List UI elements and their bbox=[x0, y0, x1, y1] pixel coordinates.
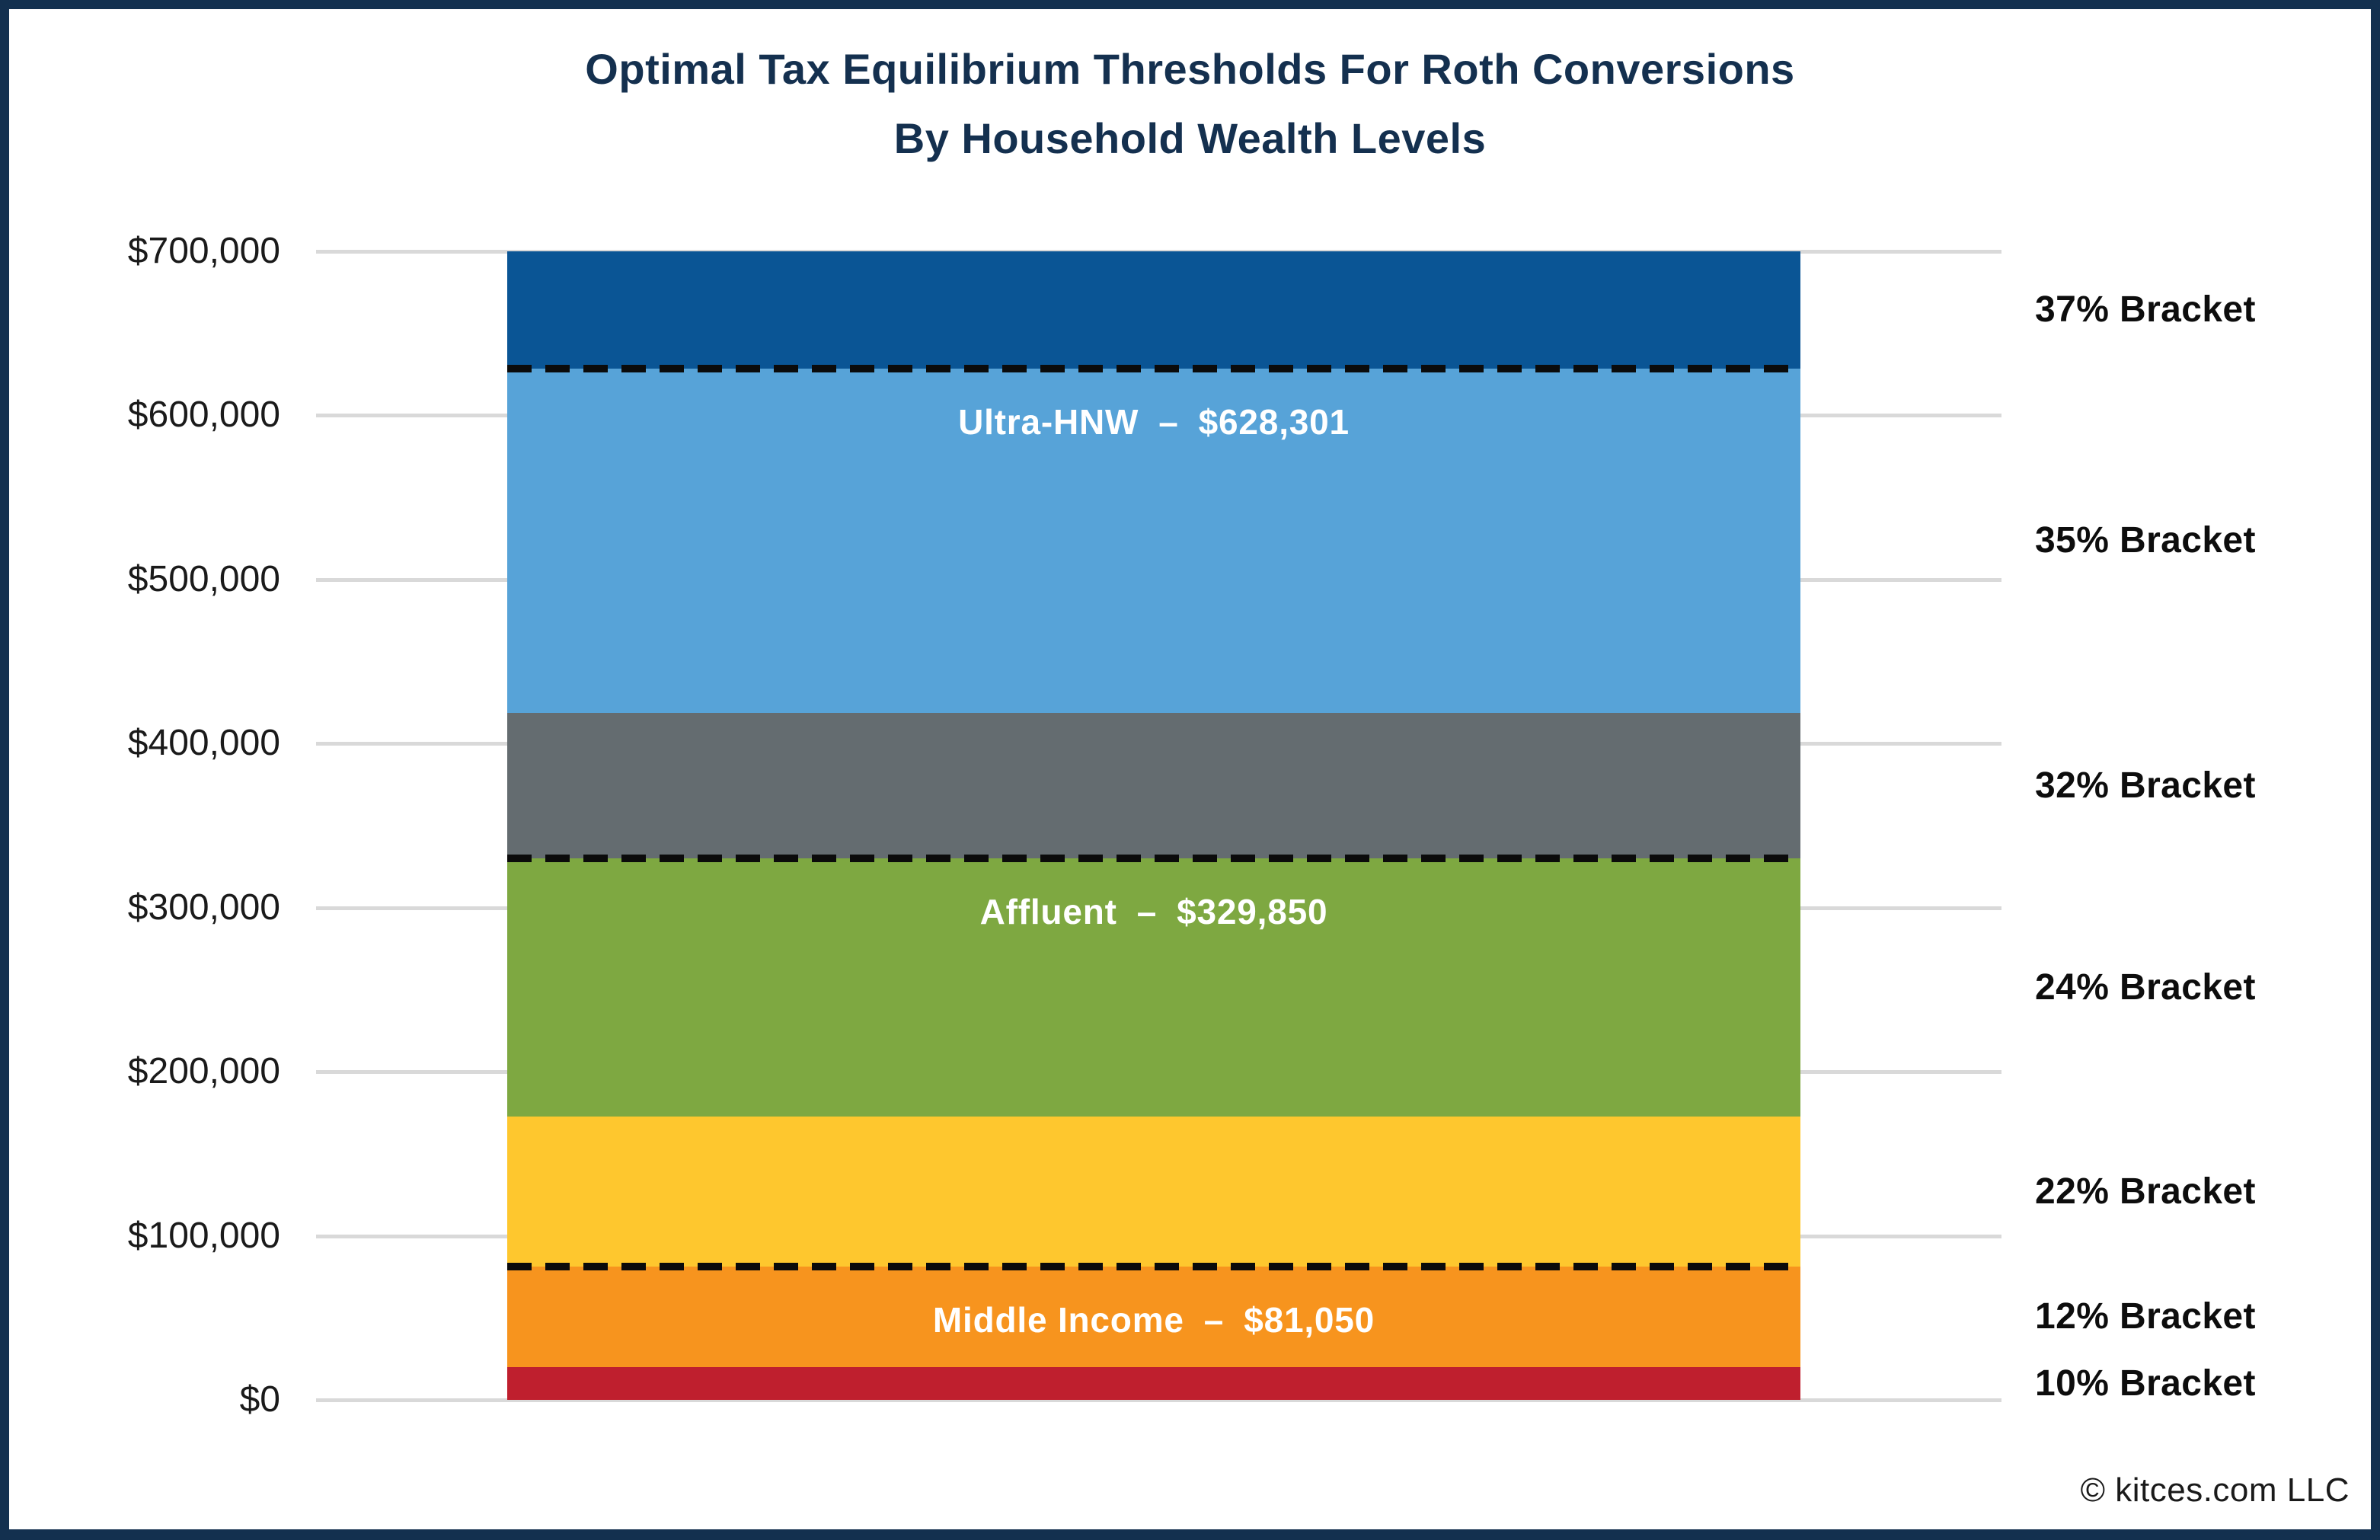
y-axis-tick-label: $0 bbox=[239, 1379, 280, 1420]
chart-canvas: Optimal Tax Equilibrium Thresholds For R… bbox=[9, 9, 2371, 1529]
bracket-label-22: 22% Bracket bbox=[2035, 1171, 2256, 1212]
bracket-label-37: 37% Bracket bbox=[2035, 289, 2256, 331]
y-axis-tick-label: $100,000 bbox=[127, 1215, 280, 1256]
bracket-label-32: 32% Bracket bbox=[2035, 765, 2256, 806]
tax-bracket-band-32 bbox=[507, 712, 1800, 859]
threshold-label: Affluent – $329,850 bbox=[621, 889, 1687, 935]
bracket-label-35: 35% Bracket bbox=[2035, 520, 2256, 561]
threshold-label: Ultra-HNW – $628,301 bbox=[621, 399, 1687, 445]
y-axis-tick-label: $300,000 bbox=[127, 887, 280, 928]
threshold-label-value: $628,301 bbox=[1198, 402, 1350, 443]
threshold-label-value: $81,050 bbox=[1244, 1300, 1375, 1340]
y-axis-tick-label: $600,000 bbox=[127, 395, 280, 436]
bracket-label-10: 10% Bracket bbox=[2035, 1363, 2256, 1404]
tax-bracket-band-10 bbox=[507, 1367, 1800, 1400]
plot-area: $700,000 $600,000 $500,000 $400,000 $300,000… bbox=[9, 9, 2371, 1529]
chart-title-line1: Optimal Tax Equilibrium Thresholds For R… bbox=[585, 45, 1795, 93]
tax-bracket-band-12 bbox=[507, 1267, 1800, 1368]
copyright-text: © kitces.com LLC bbox=[2080, 1471, 2350, 1509]
y-axis-tick-label: $500,000 bbox=[127, 558, 280, 599]
threshold-dashed-line bbox=[507, 1263, 1800, 1271]
tax-bracket-band-22 bbox=[507, 1116, 1800, 1267]
tax-bracket-band-24 bbox=[507, 858, 1800, 1117]
bracket-label-24: 24% Bracket bbox=[2035, 966, 2256, 1008]
tax-bracket-band-35 bbox=[507, 369, 1800, 713]
y-axis-tick-label: $400,000 bbox=[127, 723, 280, 764]
chart-title-line2: By Household Wealth Levels bbox=[893, 113, 1487, 162]
threshold-label-sep: – bbox=[1158, 402, 1179, 443]
y-axis-tick-label: $700,000 bbox=[127, 231, 280, 271]
chart-title: Optimal Tax Equilibrium Thresholds For R… bbox=[9, 35, 2371, 173]
threshold-label-sep: – bbox=[1136, 892, 1158, 932]
threshold-label-name: Middle Income bbox=[932, 1300, 1184, 1340]
threshold-dashed-line bbox=[507, 855, 1800, 863]
threshold-label: Middle Income – $81,050 bbox=[621, 1297, 1687, 1343]
threshold-label-sep: – bbox=[1203, 1300, 1225, 1340]
tax-bracket-band-37 bbox=[507, 251, 1800, 369]
y-gridline bbox=[316, 1398, 2001, 1402]
threshold-label-name: Affluent bbox=[979, 892, 1117, 932]
bracket-label-12: 12% Bracket bbox=[2035, 1296, 2256, 1337]
threshold-label-name: Ultra-HNW bbox=[958, 402, 1139, 443]
threshold-dashed-line bbox=[507, 365, 1800, 373]
y-axis-tick-label: $200,000 bbox=[127, 1051, 280, 1092]
threshold-label-value: $329,850 bbox=[1177, 892, 1328, 932]
